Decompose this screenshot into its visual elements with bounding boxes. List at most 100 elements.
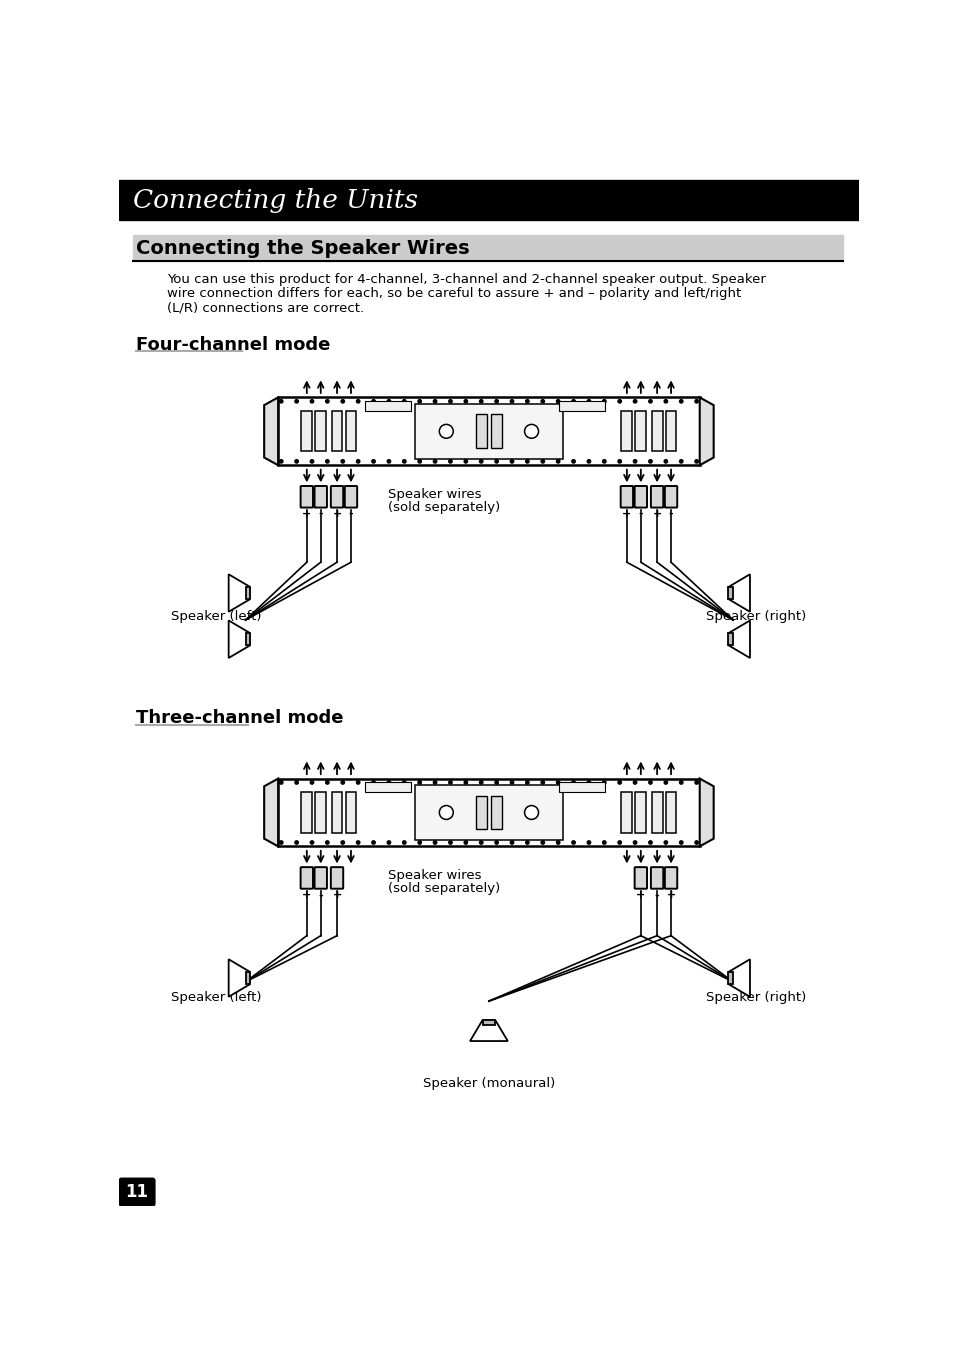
Circle shape [648, 400, 652, 402]
Bar [558, 782, 604, 793]
Circle shape [525, 841, 529, 844]
Text: +: + [636, 890, 645, 900]
Polygon shape [229, 575, 250, 612]
Circle shape [479, 780, 482, 785]
Circle shape [587, 459, 590, 463]
Circle shape [356, 400, 359, 402]
Circle shape [479, 400, 482, 402]
Polygon shape [699, 397, 713, 465]
Circle shape [341, 459, 344, 463]
Bar [620, 412, 632, 451]
Circle shape [648, 459, 652, 463]
Circle shape [633, 780, 636, 785]
Text: (sold separately): (sold separately) [388, 882, 500, 896]
Circle shape [417, 400, 421, 402]
Circle shape [663, 841, 667, 844]
FancyBboxPatch shape [664, 486, 677, 508]
Circle shape [602, 841, 605, 844]
Circle shape [587, 841, 590, 844]
Circle shape [294, 841, 298, 844]
Circle shape [279, 780, 283, 785]
Circle shape [417, 780, 421, 785]
Polygon shape [264, 779, 278, 847]
Polygon shape [229, 959, 250, 997]
Circle shape [310, 459, 314, 463]
Bar [415, 404, 562, 459]
Circle shape [602, 400, 605, 402]
FancyBboxPatch shape [664, 867, 677, 889]
Circle shape [356, 841, 359, 844]
Circle shape [387, 459, 390, 463]
Text: Four-channel mode: Four-channel mode [136, 336, 331, 354]
Text: +: + [666, 890, 675, 900]
Bar [245, 633, 250, 645]
Text: +: + [332, 890, 341, 900]
Circle shape [571, 400, 575, 402]
Circle shape [556, 400, 559, 402]
Circle shape [556, 841, 559, 844]
Circle shape [433, 400, 436, 402]
Circle shape [341, 780, 344, 785]
Bar [301, 793, 312, 832]
FancyBboxPatch shape [620, 486, 633, 508]
Circle shape [294, 780, 298, 785]
Bar [651, 793, 661, 832]
Bar [635, 793, 645, 832]
Circle shape [279, 459, 283, 463]
Circle shape [510, 459, 513, 463]
Circle shape [694, 400, 698, 402]
Bar [133, 234, 842, 262]
Text: +: + [621, 509, 631, 519]
Bar [620, 793, 632, 832]
Circle shape [694, 841, 698, 844]
Text: Speaker (monaural): Speaker (monaural) [422, 1077, 555, 1089]
Circle shape [648, 841, 652, 844]
FancyBboxPatch shape [331, 867, 343, 889]
Bar [119, 180, 858, 221]
FancyBboxPatch shape [314, 486, 327, 508]
Circle shape [356, 459, 359, 463]
FancyBboxPatch shape [314, 867, 327, 889]
Circle shape [433, 459, 436, 463]
Circle shape [495, 459, 497, 463]
Polygon shape [728, 621, 749, 659]
Circle shape [325, 459, 329, 463]
Circle shape [663, 780, 667, 785]
Bar [476, 415, 486, 449]
Polygon shape [728, 575, 749, 612]
Circle shape [525, 400, 529, 402]
Circle shape [402, 780, 406, 785]
Text: +: + [332, 509, 341, 519]
Bar [301, 412, 312, 451]
Circle shape [417, 841, 421, 844]
Circle shape [464, 459, 467, 463]
Polygon shape [264, 397, 278, 465]
FancyBboxPatch shape [634, 867, 646, 889]
Circle shape [448, 400, 452, 402]
Circle shape [525, 780, 529, 785]
Circle shape [479, 459, 482, 463]
Text: -: - [654, 890, 659, 900]
Text: (sold separately): (sold separately) [388, 501, 500, 514]
Bar [728, 972, 732, 984]
Circle shape [439, 806, 453, 820]
Circle shape [540, 400, 544, 402]
Circle shape [540, 459, 544, 463]
Circle shape [633, 459, 636, 463]
Circle shape [663, 459, 667, 463]
FancyBboxPatch shape [634, 486, 646, 508]
Bar [365, 401, 411, 412]
Bar [245, 972, 250, 984]
Bar [332, 412, 342, 451]
FancyBboxPatch shape [344, 486, 356, 508]
Bar [558, 401, 604, 412]
Text: +: + [302, 890, 311, 900]
Circle shape [694, 459, 698, 463]
Text: Speaker (left): Speaker (left) [171, 991, 261, 1004]
Text: -: - [668, 509, 673, 519]
Circle shape [433, 841, 436, 844]
Circle shape [439, 424, 453, 438]
Bar [345, 793, 356, 832]
Circle shape [525, 459, 529, 463]
Circle shape [556, 459, 559, 463]
